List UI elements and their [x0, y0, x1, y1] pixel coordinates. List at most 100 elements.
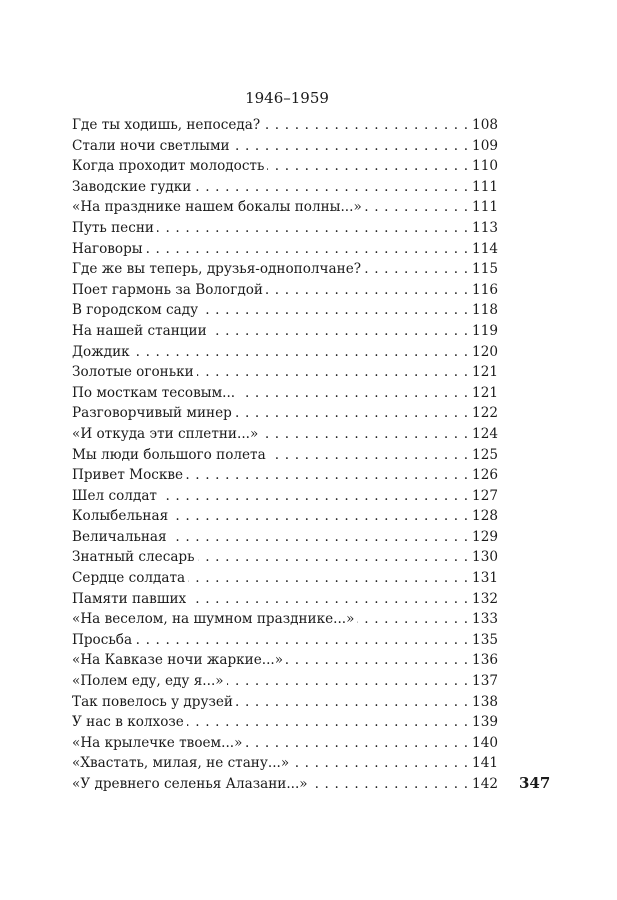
toc-entry: В городском саду 118 [72, 302, 498, 323]
toc-entry-page: 111 [472, 178, 498, 195]
toc-entry: На нашей станции 119 [72, 323, 498, 344]
dot-leader [235, 405, 468, 421]
page-number: 347 [519, 774, 551, 792]
toc-entry-page: 142 [472, 776, 498, 792]
toc-entry: Путь песни 113 [72, 220, 498, 241]
toc-entry-title: Стали ночи светлыми [72, 137, 230, 154]
toc-entry: «На Кавказе ночи жаркие...» 136 [72, 652, 498, 673]
toc-entry-page: 124 [472, 425, 498, 442]
toc-entry-title: Золотые огоньки [72, 364, 194, 381]
toc-entry-title: Дождик [72, 343, 130, 360]
dot-leader [233, 138, 468, 154]
toc-entry: Привет Москве 126 [72, 467, 498, 488]
section-heading: 1946–1959 [245, 89, 329, 107]
toc-entry-title: В городском саду [72, 302, 199, 319]
toc-entry-title: Просьба [72, 631, 133, 648]
toc-entry-page: 119 [472, 322, 498, 339]
toc-entry-page: 115 [472, 261, 498, 278]
toc-entry: Разговорчивый минер 122 [72, 405, 498, 426]
toc-entry: Заводские гудки 111 [72, 179, 498, 200]
toc-entry: Где же вы теперь, друзья-однополчане? 115 [72, 261, 498, 282]
toc-entry-title: По мосткам тесовым... [72, 384, 236, 401]
toc-entry: Знатный слесарь 130 [72, 549, 498, 570]
dot-leader [364, 261, 468, 277]
toc-entry: «На крылечке твоем...» 140 [72, 735, 498, 756]
toc-entry: Где ты ходишь, непоседа? 108 [72, 117, 498, 138]
toc-entry-title: «У древнего селенья Алазани...» [72, 776, 308, 792]
toc-entry-title: Сердце солдата [72, 570, 186, 587]
dot-leader [201, 302, 468, 318]
table-of-contents: Где ты ходишь, непоседа? 108 Стали ночи св… [72, 117, 498, 797]
toc-entry-page: 140 [472, 734, 498, 751]
toc-entry: Дождик 120 [72, 344, 498, 365]
toc-entry: «На празднике нашем бокалы полны...» 111 [72, 199, 498, 220]
toc-entry-page: 137 [472, 673, 498, 690]
toc-entry-page: 110 [472, 158, 498, 175]
toc-entry: Мы люди большого полета 125 [72, 447, 498, 468]
dot-leader [311, 776, 468, 792]
toc-entry-title: У нас в колхозе [72, 714, 184, 731]
dot-leader [171, 508, 468, 524]
toc-entry: Просьба 135 [72, 632, 498, 653]
toc-entry-title: Наговоры [72, 240, 143, 257]
dot-leader [160, 488, 468, 504]
toc-entry-title: Когда проходит молодость [72, 158, 265, 175]
toc-entry: У нас в колхозе 139 [72, 714, 498, 735]
toc-entry: «На веселом, на шумном празднике...» 133 [72, 611, 498, 632]
toc-entry-title: Мы люди большого полета [72, 446, 266, 463]
toc-entry: «У древнего селенья Алазани...» 142 [72, 776, 498, 797]
toc-entry-title: Величальная [72, 528, 167, 545]
dot-leader [238, 385, 468, 401]
dot-leader [266, 282, 468, 298]
toc-entry: «Полем еду, еду я...» 137 [72, 673, 498, 694]
toc-entry: Поет гармонь за Вологдой 116 [72, 282, 498, 303]
dot-leader [263, 117, 468, 133]
toc-entry-page: 135 [472, 631, 498, 648]
toc-entry: Памяти павших 132 [72, 591, 498, 612]
dot-leader [269, 447, 468, 463]
dot-leader [210, 323, 468, 339]
dot-leader [197, 364, 468, 380]
dot-leader [292, 755, 468, 771]
toc-entry-page: 116 [472, 281, 498, 298]
dot-leader [261, 426, 468, 442]
dot-leader [135, 632, 468, 648]
dot-leader [187, 714, 468, 730]
dot-leader [170, 529, 468, 545]
toc-entry-title: Где же вы теперь, друзья-однополчане? [72, 261, 362, 278]
toc-entry-page: 136 [472, 652, 498, 669]
toc-entry-page: 139 [472, 714, 498, 731]
toc-entry: По мосткам тесовым... 121 [72, 385, 498, 406]
toc-entry-page: 108 [472, 117, 498, 133]
toc-entry-page: 122 [472, 405, 498, 422]
toc-entry-page: 121 [472, 384, 498, 401]
dot-leader [188, 570, 468, 586]
toc-entry-page: 109 [472, 137, 498, 154]
toc-entry: «Хвастать, милая, не стану...» 141 [72, 755, 498, 776]
toc-entry: Когда проходит молодость 110 [72, 158, 498, 179]
toc-entry-title: «На крылечке твоем...» [72, 734, 243, 751]
toc-entry: Так повелось у друзей 138 [72, 694, 498, 715]
toc-entry-title: «На веселом, на шумном празднике...» [72, 611, 355, 628]
toc-entry-page: 126 [472, 467, 498, 484]
toc-entry-title: На нашей станции [72, 322, 207, 339]
toc-entry-title: Знатный слесарь [72, 549, 195, 566]
toc-entry-title: Так повелось у друзей [72, 693, 233, 710]
toc-entry: Сердце солдата 131 [72, 570, 498, 591]
toc-entry-title: «На празднике нашем бокалы полны...» [72, 199, 362, 216]
toc-entry-page: 141 [472, 755, 498, 772]
toc-entry: Колыбельная 128 [72, 508, 498, 529]
dot-leader [198, 549, 469, 565]
toc-entry-title: «На Кавказе ночи жаркие...» [72, 652, 284, 669]
dot-leader [357, 611, 468, 627]
toc-entry-title: Разговорчивый минер [72, 405, 232, 422]
toc-entry-page: 114 [472, 240, 498, 257]
dot-leader [189, 591, 468, 607]
toc-entry-title: «И откуда эти сплетни...» [72, 425, 259, 442]
toc-entry-page: 131 [472, 570, 498, 587]
dot-leader [286, 652, 468, 668]
toc-entry-page: 129 [472, 528, 498, 545]
toc-entry-title: Шел солдат [72, 487, 157, 504]
toc-entry-page: 120 [472, 343, 498, 360]
toc-entry-title: Привет Москве [72, 467, 184, 484]
